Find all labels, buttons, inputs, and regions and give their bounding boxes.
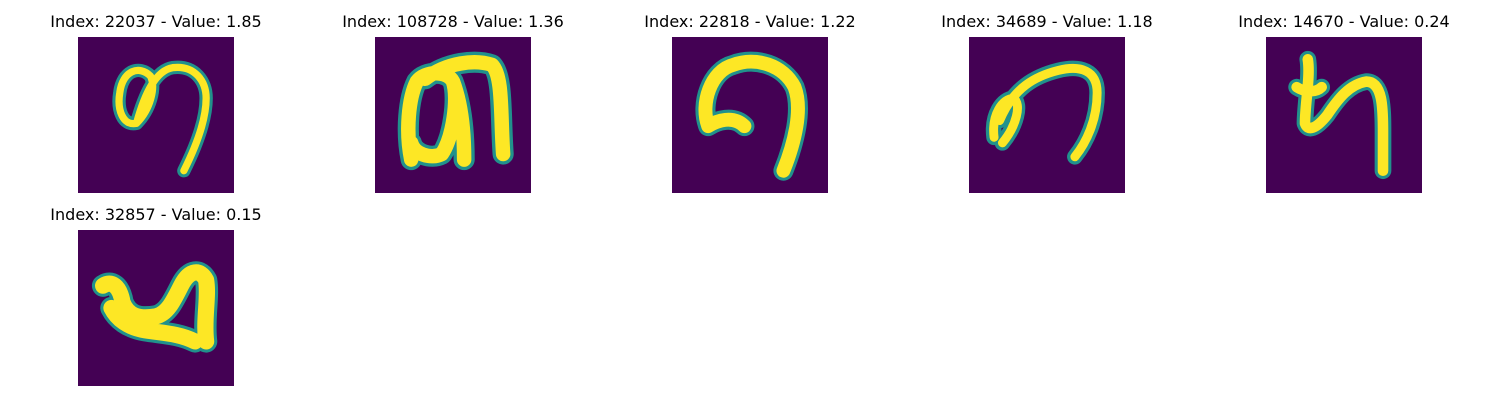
panel-title: Index: 14670 - Value: 0.24 bbox=[1238, 12, 1450, 31]
handwritten-glyph bbox=[112, 60, 213, 178]
digit-image bbox=[672, 37, 828, 193]
handwritten-glyph bbox=[91, 261, 219, 353]
handwritten-glyph bbox=[1288, 50, 1392, 180]
digit-image bbox=[78, 230, 234, 386]
panel-title: Index: 34689 - Value: 1.18 bbox=[941, 12, 1153, 31]
handwritten-glyph bbox=[695, 51, 808, 181]
digit-image bbox=[375, 37, 531, 193]
panel-title: Index: 22037 - Value: 1.85 bbox=[50, 12, 262, 31]
handwritten-glyph bbox=[397, 51, 514, 171]
panel-title: Index: 108728 - Value: 1.36 bbox=[342, 12, 564, 31]
digit-image bbox=[78, 37, 234, 193]
digit-image bbox=[969, 37, 1125, 193]
digit-image bbox=[1266, 37, 1422, 193]
handwritten-glyph bbox=[985, 60, 1105, 165]
panel-title: Index: 32857 - Value: 0.15 bbox=[50, 205, 262, 224]
panel-title: Index: 22818 - Value: 1.22 bbox=[644, 12, 856, 31]
